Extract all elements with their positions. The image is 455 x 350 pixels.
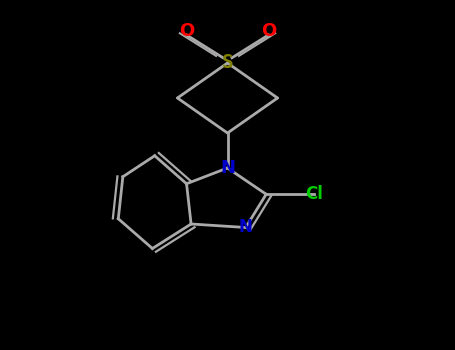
- Text: O: O: [179, 22, 194, 41]
- Text: N: N: [239, 218, 253, 237]
- Text: O: O: [261, 22, 276, 41]
- Text: S: S: [222, 54, 233, 72]
- Text: Cl: Cl: [305, 185, 323, 203]
- Text: N: N: [220, 159, 235, 177]
